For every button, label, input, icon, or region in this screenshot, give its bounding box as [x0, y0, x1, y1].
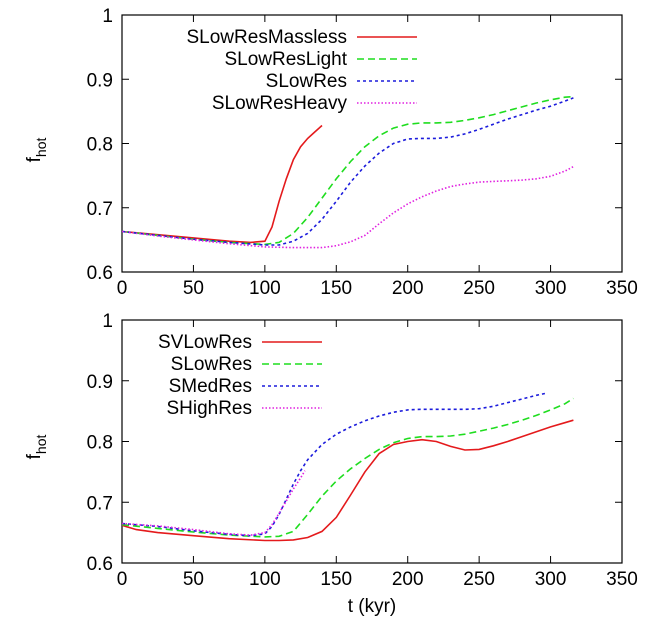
legend-label: SLowResLight [224, 49, 347, 70]
y-tick-label: 0.7 [87, 493, 113, 514]
plot-frame [121, 14, 623, 273]
y-tick-label: 0.9 [87, 372, 113, 393]
series-line-SLowResHeavy [122, 165, 574, 249]
top-panel: 0 50 100 150 200 250 300 350 0.6 0.7 0.8 0.9 1 fhot SL… [24, 6, 638, 299]
x-tick-label: 100 [249, 278, 281, 299]
x-tick-label: 100 [249, 569, 281, 590]
x-tick-label: 350 [606, 569, 638, 590]
x-tick-label: 300 [535, 569, 567, 590]
y-tick-label: 0.8 [87, 433, 113, 454]
legend-label: SLowRes [266, 71, 347, 92]
y-axis-label: fhot [24, 138, 49, 163]
series-line-SLowResLight [122, 95, 574, 246]
series-line-SHighRes [122, 470, 306, 536]
y-tick-label: 0.9 [87, 70, 113, 91]
legend-label: SLowResMassless [187, 27, 348, 48]
series-line-SMedRes [122, 392, 546, 537]
series-line-SLowRes [122, 397, 574, 538]
legend-label: SLowRes [171, 354, 252, 375]
series-line-SLowRes [122, 97, 574, 246]
legend-label: SHighRes [166, 398, 252, 419]
y-tick-label: 0.8 [87, 135, 113, 156]
y-tick-label: 0.7 [87, 199, 113, 220]
legend-label: SLowResHeavy [212, 93, 348, 114]
x-tick-label: 250 [463, 278, 495, 299]
x-tick-label: 150 [320, 569, 352, 590]
x-tick-label: 200 [392, 569, 424, 590]
x-tick-label: 300 [535, 278, 567, 299]
x-axis-label: t (kyr) [348, 596, 397, 617]
series-line-SVLowRes [122, 419, 574, 542]
legend-label: SVLowRes [158, 332, 252, 353]
y-tick-label: 0.6 [87, 263, 113, 284]
x-tick-label: 350 [606, 278, 638, 299]
x-tick-label: 0 [117, 278, 128, 299]
y-tick-label: 1 [102, 311, 113, 332]
bottom-panel: 0 50 100 150 200 250 300 350 0.6 0.7 0.8 0.9 1 fhot SV… [24, 311, 638, 590]
x-tick-label: 50 [183, 569, 204, 590]
x-tick-label: 250 [463, 569, 495, 590]
y-tick-label: 1 [102, 6, 113, 27]
y-axis-label: fhot [24, 435, 49, 460]
legend-label: SMedRes [169, 376, 252, 397]
x-tick-label: 200 [392, 278, 424, 299]
series-line-SLowResMassless [122, 124, 323, 244]
x-tick-label: 50 [183, 278, 204, 299]
x-tick-label: 0 [117, 569, 128, 590]
y-tick-label: 0.6 [87, 554, 113, 575]
x-tick-label: 150 [320, 278, 352, 299]
